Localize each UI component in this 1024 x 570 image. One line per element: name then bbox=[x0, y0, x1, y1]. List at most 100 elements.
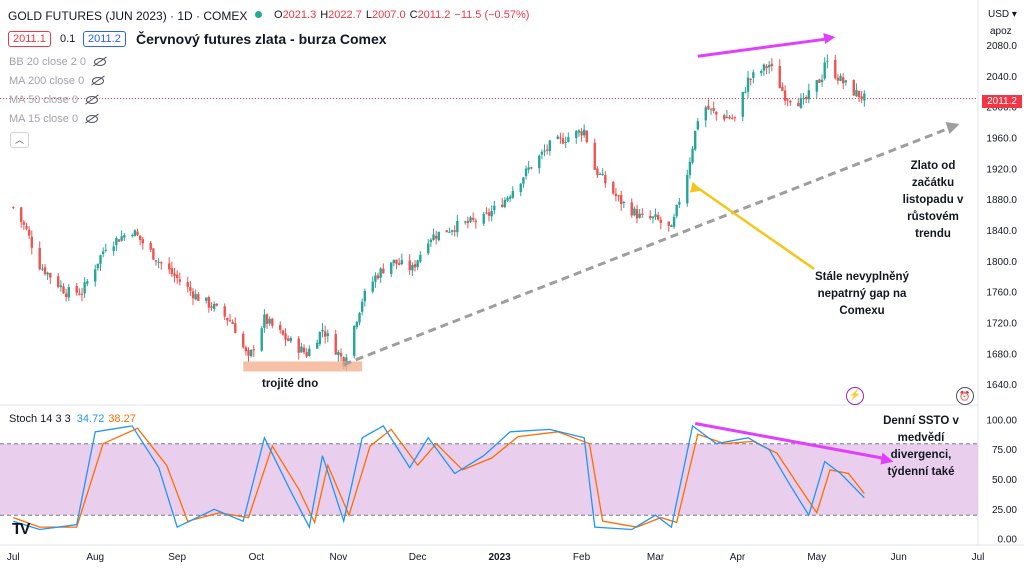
candle-body bbox=[318, 331, 322, 344]
candle-body bbox=[411, 264, 414, 271]
time-axis-label: Jun bbox=[891, 552, 907, 563]
uptrend-dashed-arrow bbox=[343, 126, 951, 366]
candle-body bbox=[289, 337, 293, 342]
candle-body bbox=[136, 231, 139, 236]
candle-body bbox=[64, 293, 68, 297]
candle-body bbox=[834, 59, 837, 79]
symbol-title[interactable]: GOLD FUTURES (JUN 2023) · 1D · COMEX bbox=[8, 9, 248, 23]
candle-body bbox=[807, 90, 811, 100]
collapse-indicators-button[interactable]: ︿ bbox=[10, 132, 29, 148]
candle-body bbox=[434, 235, 438, 239]
candle-body bbox=[326, 333, 330, 336]
candle-body bbox=[450, 230, 454, 232]
candle-body bbox=[353, 325, 356, 357]
candle-body bbox=[123, 235, 126, 238]
annotation-line: Denní SSTO v bbox=[883, 415, 959, 427]
candle-body bbox=[337, 351, 340, 355]
candle-body bbox=[112, 246, 115, 251]
candle-body bbox=[786, 99, 789, 101]
candle-body bbox=[564, 142, 567, 144]
price-axis-label: 1800.0 bbox=[986, 257, 1017, 268]
candle-body bbox=[506, 197, 509, 201]
time-axis-label: Apr bbox=[730, 552, 746, 563]
candle-body bbox=[678, 201, 681, 205]
candle-body bbox=[580, 131, 583, 136]
annotation-divergence: Denní SSTO v medvědí divergenci, týdenní… bbox=[876, 413, 966, 481]
candle-body bbox=[582, 129, 586, 136]
candle-body bbox=[133, 230, 137, 237]
indicator-ma50[interactable]: MA 50 close 0 bbox=[9, 94, 99, 106]
candle-body bbox=[641, 213, 644, 216]
candle-body bbox=[141, 239, 144, 244]
buy-price-button[interactable]: 2011.2 bbox=[83, 31, 126, 47]
indicator-ma200[interactable]: MA 200 close 0 bbox=[9, 75, 105, 87]
indicator-ma15[interactable]: MA 15 close 0 bbox=[9, 113, 99, 125]
stoch-axis-label: 75.00 bbox=[992, 445, 1017, 456]
candle-body bbox=[445, 230, 448, 233]
candle-body bbox=[485, 212, 488, 214]
candle-body bbox=[20, 207, 23, 222]
eye-hidden-icon[interactable] bbox=[92, 77, 105, 85]
price-step: 0.1 bbox=[60, 33, 76, 45]
eye-hidden-icon[interactable] bbox=[86, 115, 99, 123]
stoch-axis-label: 25.00 bbox=[992, 505, 1017, 516]
price-axis-label: 1640.0 bbox=[986, 380, 1017, 391]
candle-body bbox=[815, 80, 818, 92]
candle-body bbox=[749, 78, 752, 80]
candle-body bbox=[316, 342, 319, 349]
candle-body bbox=[355, 321, 359, 328]
candle-body bbox=[783, 90, 787, 101]
candle-body bbox=[12, 207, 15, 209]
gap-arrow bbox=[695, 185, 815, 270]
candle-body bbox=[419, 254, 422, 262]
candle-body bbox=[715, 111, 718, 115]
close-label: C bbox=[409, 9, 418, 21]
eye-hidden-icon[interactable] bbox=[94, 58, 107, 66]
lightning-icon[interactable]: ⚡ bbox=[846, 387, 864, 405]
candle-body bbox=[27, 229, 31, 236]
candle-body bbox=[360, 301, 364, 312]
candle-body bbox=[186, 282, 189, 287]
price-arrow-head bbox=[823, 32, 836, 44]
candle-body bbox=[667, 221, 670, 226]
chevron-up-icon: ︿ bbox=[14, 135, 24, 145]
indicator-label: BB 20 close 2 0 bbox=[9, 56, 87, 68]
candle-body bbox=[654, 214, 657, 217]
time-axis-label: May bbox=[807, 552, 826, 563]
candle-body bbox=[46, 272, 49, 275]
candle-body bbox=[390, 262, 393, 274]
candle-body bbox=[252, 349, 256, 351]
indicator-bb[interactable]: BB 20 close 2 0 bbox=[9, 56, 107, 68]
candle-body bbox=[371, 281, 374, 292]
currency-dropdown[interactable]: USD ▾ bbox=[988, 9, 1017, 20]
tradingview-logo[interactable]: TV bbox=[12, 521, 31, 538]
time-axis-label: Jul bbox=[972, 552, 985, 563]
candle-body bbox=[765, 65, 768, 69]
annotation-line: Zlato od bbox=[910, 160, 956, 172]
candle-body bbox=[844, 80, 848, 83]
time-axis-label: Nov bbox=[329, 552, 347, 563]
candle-body bbox=[400, 260, 404, 264]
candle-body bbox=[244, 347, 248, 352]
candle-body bbox=[696, 121, 700, 130]
candle-body bbox=[823, 62, 826, 79]
low-label: L bbox=[365, 9, 372, 21]
eye-hidden-icon[interactable] bbox=[86, 96, 99, 104]
candle-body bbox=[501, 204, 504, 207]
alarm-icon[interactable]: ⏰ bbox=[956, 387, 974, 405]
scale-mode-label[interactable]: apoz bbox=[990, 26, 1012, 37]
sell-price-button[interactable]: 2011.1 bbox=[8, 31, 51, 47]
time-axis-label: Sep bbox=[168, 552, 186, 563]
candle-body bbox=[712, 107, 715, 111]
candle-body bbox=[511, 191, 515, 198]
price-higher-high-arrow bbox=[697, 37, 828, 58]
candle-body bbox=[836, 77, 840, 81]
candle-body bbox=[429, 239, 433, 243]
chevron-down-icon: ▾ bbox=[1011, 9, 1017, 20]
stoch-legend[interactable]: Stoch 14 3 3 34.72 38.27 bbox=[9, 413, 136, 425]
candle-body bbox=[242, 333, 245, 348]
candle-body bbox=[138, 235, 142, 240]
open-label: O bbox=[274, 9, 283, 21]
candle-body bbox=[577, 130, 581, 133]
